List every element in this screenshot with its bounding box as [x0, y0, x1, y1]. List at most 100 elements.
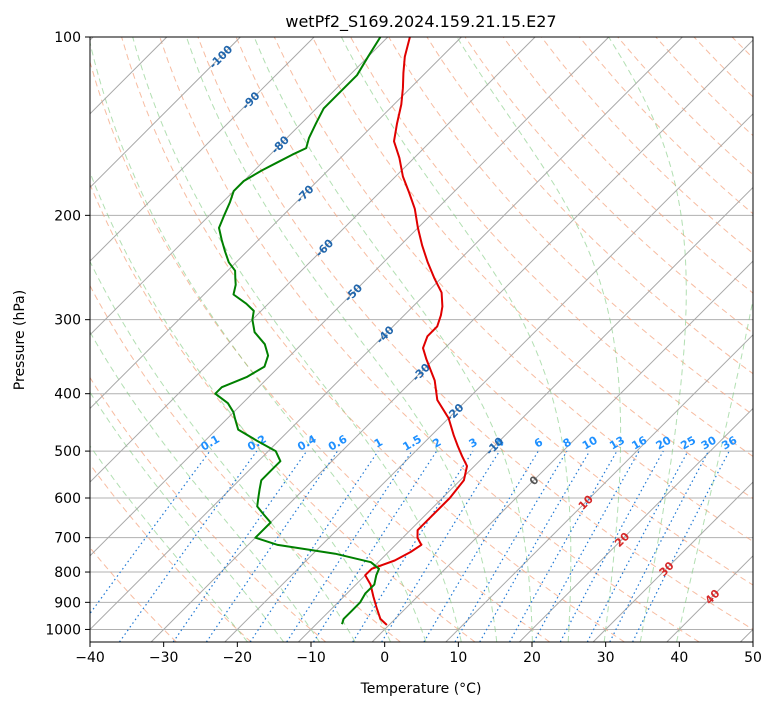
- dry-adiabat-line: [90, 463, 252, 642]
- x-tick-label: −20: [223, 650, 253, 666]
- moist-adiabat-line: [186, 37, 498, 642]
- isotherm-line: [90, 37, 683, 631]
- isotherm-line: [90, 37, 241, 189]
- mixing-ratio-line: [586, 450, 689, 642]
- chart-title: wetPf2_S169.2024.159.21.15.E27: [285, 12, 556, 32]
- moist-adiabat-line: [608, 37, 687, 642]
- isotherm-line: [90, 37, 610, 557]
- dry-adiabat-line: [617, 37, 753, 176]
- y-tick-label: 500: [54, 444, 81, 460]
- isotherm-line: [90, 37, 462, 410]
- mixing-ratio-line: [312, 450, 438, 642]
- isotherm-label: -100: [207, 43, 236, 72]
- y-tick-label: 200: [54, 208, 81, 224]
- mixing-ratio-label: 0.1: [198, 433, 221, 454]
- mixing-ratio-label: 6: [532, 435, 545, 450]
- moist-adiabat-line: [90, 171, 391, 642]
- isotherm-line: [90, 37, 389, 336]
- isotherm-line: [519, 407, 753, 642]
- mixing-ratio-label: 10: [580, 433, 600, 452]
- mixing-ratio-label: 3: [467, 436, 480, 451]
- mixing-ratio-label: 36: [720, 433, 740, 452]
- isotherm-line: [592, 481, 753, 642]
- dry-adiabat-line: [655, 37, 753, 137]
- isotherm-line: [90, 37, 536, 483]
- mixing-ratio-line: [205, 450, 338, 642]
- dry-adiabat-line: [693, 37, 753, 98]
- background-lines: [90, 37, 775, 642]
- y-tick-label: 900: [54, 595, 81, 611]
- moist-adiabat-line: [253, 37, 533, 642]
- mixing-ratio-line: [509, 450, 618, 642]
- isotherm-line: [445, 334, 753, 642]
- moist-adiabat-line: [676, 296, 753, 642]
- mixing-ratio-line: [172, 450, 308, 642]
- mixing-ratio-label: 0.6: [326, 432, 350, 453]
- dry-adiabat-line: [541, 37, 753, 254]
- y-tick-label: 700: [54, 531, 81, 547]
- mixing-ratio-line: [249, 450, 379, 642]
- dry-adiabat-line: [90, 60, 551, 642]
- isotherm-line: [666, 555, 753, 642]
- mixing-ratio-line: [423, 450, 539, 642]
- x-axis-label: Temperature (°C): [360, 681, 482, 697]
- mixing-ratio-label: 30: [699, 433, 719, 452]
- isotherm-line: [371, 260, 753, 642]
- dewpoint-profile-line: [214, 37, 382, 625]
- dry-adiabat-line: [159, 37, 700, 642]
- series-layer: [214, 37, 468, 626]
- dry-adiabat-line: [464, 37, 753, 334]
- y-tick-label: 800: [54, 565, 81, 581]
- dry-adiabat-line: [388, 37, 753, 416]
- dry-adiabat-line: [502, 37, 753, 294]
- temperature-profile-line: [364, 37, 468, 626]
- moist-adiabat-line: [132, 37, 462, 642]
- mixing-ratio-line: [119, 450, 258, 642]
- mixing-ratio-label: 13: [607, 434, 627, 453]
- x-tick-label: 0: [380, 650, 389, 666]
- x-tick-label: 10: [449, 650, 467, 666]
- axes: −40 −30 −20 −10 0 10 20 30 40 5010020030040050060…: [45, 30, 762, 666]
- mixing-ratio-label: 2: [430, 436, 443, 451]
- dry-adiabat-line: [311, 37, 753, 500]
- y-tick-label: 600: [54, 491, 81, 507]
- x-tick-label: 20: [523, 650, 541, 666]
- isotherm-line: [298, 186, 753, 642]
- dry-adiabat-line: [121, 37, 625, 642]
- dry-adiabat-line: [90, 376, 327, 642]
- mixing-ratio-label: 1: [372, 436, 385, 451]
- isotherm-line: [150, 39, 753, 642]
- mixing-ratio-line: [559, 450, 664, 642]
- isotherm-line: [224, 113, 753, 642]
- y-tick-label: 100: [54, 30, 81, 46]
- x-tick-label: −40: [75, 650, 105, 666]
- isotherm-line: [740, 628, 753, 642]
- y-axis-label: Pressure (hPa): [12, 290, 28, 390]
- isotherm-label: -70: [293, 182, 316, 205]
- moist-adiabat-line: [90, 391, 285, 642]
- mixing-ratio-label: 0.4: [295, 432, 319, 453]
- mixing-ratio-line: [381, 450, 501, 642]
- moist-adiabat-line: [90, 40, 427, 642]
- moist-adiabat-line: [90, 260, 356, 642]
- dry-adiabat-line: [235, 37, 753, 586]
- isotherm-line: [90, 37, 315, 262]
- moist-adiabat-line: [90, 330, 320, 642]
- mixing-ratio-label: 25: [678, 434, 698, 453]
- dry-adiabat-line: [90, 284, 401, 642]
- mixing-ratio-label: 8: [561, 436, 574, 451]
- x-tick-label: −30: [149, 650, 179, 666]
- mixing-ratio-line: [632, 450, 730, 642]
- mixing-ratio-line: [454, 450, 568, 642]
- y-tick-label: 400: [54, 387, 81, 403]
- mixing-ratio-label: 20: [654, 433, 674, 452]
- x-tick-label: −10: [296, 650, 326, 666]
- dry-adiabat-line: [770, 37, 775, 642]
- y-tick-label: 300: [54, 313, 81, 329]
- x-tick-label: 30: [597, 650, 615, 666]
- x-tick-label: 50: [744, 650, 762, 666]
- plot-frame: [89, 36, 754, 643]
- mixing-ratio-line: [286, 450, 413, 642]
- dry-adiabat-line: [197, 37, 753, 630]
